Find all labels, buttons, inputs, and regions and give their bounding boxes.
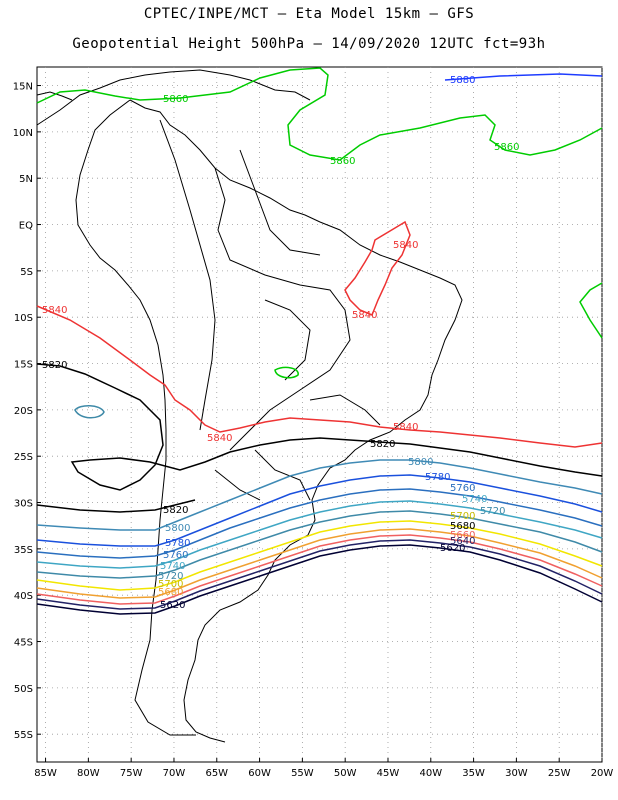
lat-tick-label: 5S <box>20 267 33 278</box>
contour-label-5840-d: 5840 <box>207 433 232 444</box>
contour-label-5680-b: 5680 <box>158 587 183 598</box>
lat-tick-label: 15S <box>14 360 33 371</box>
contour-5860-east <box>579 282 603 339</box>
contour-5760 <box>36 488 603 559</box>
lon-tick-label: 70W <box>163 768 186 779</box>
contour-5680 <box>36 528 603 599</box>
contour-5840-brazil <box>344 220 411 316</box>
longitude-labels: 85W 80W 75W 70W 65W 60W 55W 50W 45W 40W 35W 30W 25W 2… <box>34 768 613 779</box>
contour-5620 <box>36 544 603 615</box>
lon-tick-label: 25W <box>548 768 571 779</box>
lon-tick-label: 85W <box>34 768 57 779</box>
lat-tick-label: 40S <box>14 591 33 602</box>
contour-label-5820-a: 5820 <box>42 360 67 371</box>
contour-label-5880: 5880 <box>450 75 475 86</box>
lat-tick-label: 35S <box>14 545 33 556</box>
lat-tick-label: 55S <box>14 730 33 741</box>
contour-label-5800-a: 5800 <box>408 457 433 468</box>
contour-label-5760-b: 5760 <box>163 550 188 561</box>
contour-5640 <box>36 539 603 610</box>
lat-tick-label: 5N <box>19 174 33 185</box>
contour-label-5720-a: 5720 <box>480 506 505 517</box>
plot-frame <box>36 66 603 763</box>
lat-tick-label: 15N <box>13 82 33 93</box>
lon-tick-label: 40W <box>419 768 442 779</box>
lon-tick-label: 35W <box>462 768 485 779</box>
contour-5860-center <box>274 366 299 379</box>
contour-lines <box>36 67 603 615</box>
contour-label-5720-b: 5720 <box>158 571 183 582</box>
lat-tick-label: 10S <box>14 313 33 324</box>
lat-tick-label: 30S <box>14 499 33 510</box>
lon-tick-label: 60W <box>248 768 271 779</box>
lon-tick-label: 80W <box>77 768 100 779</box>
contour-label-5740-b: 5740 <box>160 561 185 572</box>
contour-label-5740-a: 5740 <box>462 494 487 505</box>
contour-label-5780-b: 5780 <box>165 538 190 549</box>
contour-label-5700-b: 5700 <box>158 579 183 590</box>
contour-label-5680-a: 5680 <box>450 521 475 532</box>
contour-5700 <box>36 520 603 591</box>
contour-label-5840-e: 5840 <box>393 422 418 433</box>
lat-tick-label: 50S <box>14 684 33 695</box>
contour-labels: 5880 5860 5860 5860 5840 5840 5840 5840 … <box>42 75 519 611</box>
contour-closed-low <box>74 405 105 419</box>
contour-label-5780-a: 5780 <box>425 472 450 483</box>
lon-tick-label: 20W <box>591 768 614 779</box>
contour-label-5660: 5660 <box>450 530 475 541</box>
lon-tick-label: 50W <box>334 768 357 779</box>
grid-lines <box>37 67 603 762</box>
lon-tick-label: 45W <box>377 768 400 779</box>
contour-5840-main <box>36 305 603 448</box>
contour-label-5800-b: 5800 <box>165 523 190 534</box>
coastlines <box>36 69 463 743</box>
latitude-labels: 15N 10N 5N EQ 5S 10S 15S 20S 25S 30S 35S 40S 45S 50S 5… <box>13 82 33 742</box>
contour-5800 <box>36 459 603 531</box>
lat-tick-label: 10N <box>13 128 33 139</box>
map-title: CPTEC/INPE/MCT – Eta Model 15km – GFS <box>143 6 475 22</box>
contour-label-5760-a: 5760 <box>450 483 475 494</box>
map-subtitle: Geopotential Height 500hPa – 14/09/2020 … <box>72 36 546 52</box>
contour-5820 <box>36 363 603 491</box>
lat-tick-label: 45S <box>14 638 33 649</box>
contour-5780 <box>36 474 603 547</box>
contour-5860-north <box>36 67 603 161</box>
contour-label-5860-b: 5860 <box>330 156 355 167</box>
contour-label-5860-a: 5860 <box>163 94 188 105</box>
lat-tick-label: 20S <box>14 406 33 417</box>
contour-label-5840-b: 5840 <box>393 240 418 251</box>
lon-tick-label: 75W <box>120 768 143 779</box>
contour-label-5840-a: 5840 <box>42 305 67 316</box>
contour-5720 <box>36 510 603 579</box>
contour-label-5700-a: 5700 <box>450 511 475 522</box>
contour-label-5820-c: 5820 <box>163 505 188 516</box>
lon-tick-label: 55W <box>291 768 314 779</box>
contour-5880 <box>444 73 603 81</box>
contour-label-5620-b: 5620 <box>160 600 185 611</box>
lon-tick-label: 65W <box>205 768 228 779</box>
contour-label-5640: 5640 <box>450 536 475 547</box>
lon-tick-label: 30W <box>505 768 528 779</box>
contour-label-5620-a: 5620 <box>440 543 465 554</box>
contour-5820-south <box>36 499 196 513</box>
lat-tick-label: EQ <box>19 221 33 232</box>
contour-5740 <box>36 500 603 569</box>
contour-label-5820-b: 5820 <box>370 439 395 450</box>
lat-tick-label: 25S <box>14 452 33 463</box>
contour-label-5840-c: 5840 <box>352 310 377 321</box>
contour-5660 <box>36 534 603 605</box>
contour-label-5860-c: 5860 <box>494 142 519 153</box>
